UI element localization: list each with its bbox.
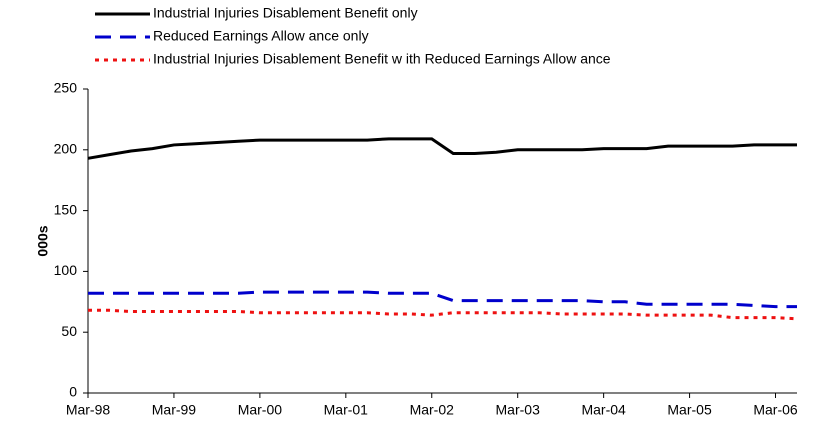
y-axis-label: 000s: [35, 225, 51, 256]
y-tick-label: 50: [61, 323, 77, 339]
series-line: [88, 290, 797, 309]
y-tick-label: 250: [54, 80, 78, 96]
y-tick-label: 100: [54, 262, 78, 278]
x-tick-label: Mar-00: [238, 402, 283, 418]
x-tick-label: Mar-02: [410, 402, 455, 418]
x-tick-label: Mar-98: [66, 402, 111, 418]
x-tick-label: Mar-06: [753, 402, 798, 418]
x-tick-label: Mar-04: [581, 402, 626, 418]
x-tick-label: Mar-01: [324, 402, 369, 418]
x-tick-label: Mar-99: [152, 402, 197, 418]
x-tick-label: Mar-05: [667, 402, 712, 418]
y-tick-label: 150: [54, 201, 78, 217]
x-tick-label: Mar-03: [496, 402, 541, 418]
series-line: [88, 308, 798, 321]
legend-label: Industrial Injuries Disablement Benefit …: [153, 5, 418, 21]
legend-label: Industrial Injuries Disablement Benefit …: [153, 51, 611, 67]
y-tick-label: 200: [54, 141, 78, 157]
legend-label: Reduced Earnings Allow ance only: [153, 28, 369, 44]
y-tick-label: 0: [69, 384, 77, 400]
series-line: [87, 137, 797, 160]
